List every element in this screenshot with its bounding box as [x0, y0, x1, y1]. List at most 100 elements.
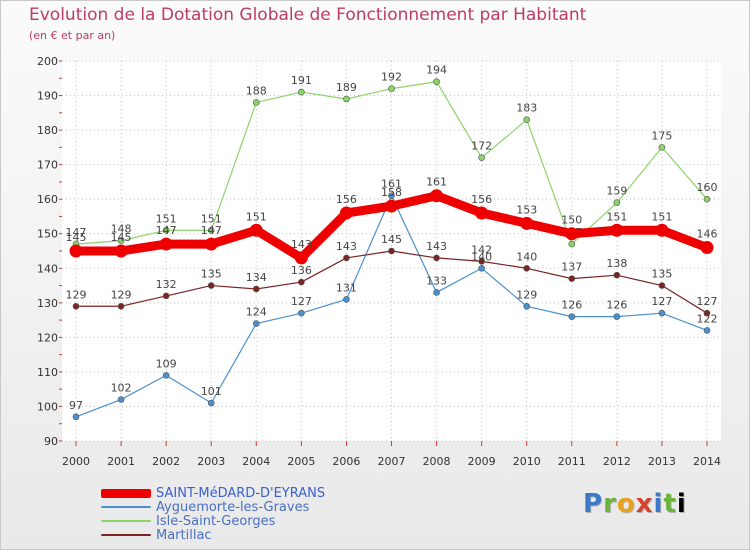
data-label: 161 — [426, 176, 447, 189]
data-point — [658, 144, 666, 151]
data-label: 140 — [516, 250, 537, 263]
data-point — [117, 302, 125, 310]
data-label: 143 — [426, 240, 447, 253]
data-label: 151 — [651, 210, 672, 223]
data-label: 147 — [66, 226, 87, 239]
data-label: 151 — [156, 212, 177, 225]
data-label: 143 — [336, 240, 357, 253]
data-label: 159 — [606, 185, 627, 198]
data-label: 151 — [246, 210, 267, 223]
data-point — [207, 226, 215, 234]
y-tick-label: 120 — [37, 331, 58, 344]
data-label: 143 — [291, 238, 312, 251]
data-point — [117, 396, 125, 403]
data-label: 102 — [111, 382, 132, 395]
legend-label: Ayguemorte-les-Graves — [156, 499, 310, 515]
x-tick-label: 2007 — [378, 455, 406, 468]
y-tick-label: 160 — [37, 193, 58, 206]
y-tick-label: 140 — [37, 262, 58, 275]
data-point — [298, 278, 305, 286]
data-label: 188 — [246, 84, 267, 97]
data-label: 126 — [606, 299, 627, 312]
data-point — [252, 285, 260, 293]
data-point — [204, 237, 218, 251]
data-point — [520, 216, 534, 230]
data-point — [430, 189, 444, 203]
legend-swatch — [101, 488, 151, 498]
data-point — [478, 154, 485, 162]
data-label: 172 — [471, 140, 492, 153]
x-tick-label: 2009 — [468, 455, 496, 468]
data-label: 135 — [201, 268, 222, 281]
data-point — [252, 320, 260, 327]
data-label: 183 — [516, 102, 537, 115]
data-label: 109 — [156, 357, 177, 370]
x-tick-label: 2006 — [332, 455, 360, 468]
data-point — [523, 302, 531, 310]
data-point — [433, 289, 440, 296]
data-point — [703, 327, 711, 334]
y-tick-label: 200 — [37, 55, 58, 68]
x-tick-label: 2011 — [558, 455, 586, 468]
data-point — [159, 237, 173, 251]
y-tick-label: 180 — [37, 124, 58, 137]
data-label: 194 — [426, 64, 447, 77]
data-label: 129 — [111, 288, 132, 301]
data-point — [613, 313, 621, 320]
data-point — [343, 95, 350, 103]
data-point — [475, 206, 489, 220]
data-label: 145 — [111, 231, 132, 244]
data-point — [568, 275, 576, 282]
x-tick-label: 2010 — [513, 455, 541, 468]
x-tick-label: 2001 — [107, 455, 135, 468]
data-point — [523, 264, 531, 272]
data-label: 134 — [246, 271, 267, 284]
data-label: 147 — [201, 224, 222, 237]
data-point — [339, 206, 353, 220]
data-label: 97 — [69, 399, 83, 412]
data-point — [343, 296, 350, 303]
data-label: 132 — [156, 278, 177, 291]
data-label: 147 — [156, 224, 177, 237]
data-point — [568, 313, 576, 320]
y-tick-label: 150 — [37, 228, 58, 241]
data-point — [388, 85, 395, 92]
data-point — [69, 244, 83, 258]
data-label: 135 — [651, 268, 672, 281]
legend-label: Martillac — [156, 527, 212, 543]
y-tick-label: 90 — [44, 435, 58, 448]
data-label: 131 — [336, 281, 357, 294]
legend-item: Ayguemorte-les-Graves — [101, 499, 325, 515]
x-tick-label: 2003 — [197, 455, 225, 468]
data-label: 122 — [697, 312, 718, 325]
line-chart: 90 100 110 120 130 140 150 160 170 180 190 200 2000 2… — [37, 55, 721, 468]
x-tick-label: 2002 — [152, 455, 180, 468]
data-point — [294, 251, 308, 265]
data-label: 137 — [561, 261, 582, 274]
x-tick-label: 2014 — [693, 455, 721, 468]
data-label: 160 — [697, 181, 718, 194]
data-point — [162, 226, 170, 234]
data-label: 191 — [291, 74, 312, 87]
data-label: 136 — [291, 264, 312, 277]
data-point — [298, 88, 305, 96]
data-label: 127 — [651, 295, 672, 308]
y-tick-label: 190 — [37, 90, 58, 103]
y-tick-label: 100 — [37, 400, 58, 413]
data-label: 127 — [697, 295, 718, 308]
data-point — [658, 309, 666, 317]
legend-swatch — [101, 506, 151, 508]
y-tick-label: 110 — [37, 366, 58, 379]
data-point — [703, 309, 711, 317]
data-label: 151 — [606, 210, 627, 223]
data-point — [655, 223, 669, 237]
data-label: 127 — [291, 295, 312, 308]
data-point — [207, 282, 215, 289]
x-tick-label: 2005 — [287, 455, 315, 468]
data-label: 129 — [516, 288, 537, 301]
chart-legend: SAINT-MéDARD-D'EYRANS Ayguemorte-les-Grav… — [101, 486, 325, 543]
data-label: 142 — [471, 243, 492, 256]
data-point — [388, 192, 395, 200]
data-point — [658, 282, 666, 289]
